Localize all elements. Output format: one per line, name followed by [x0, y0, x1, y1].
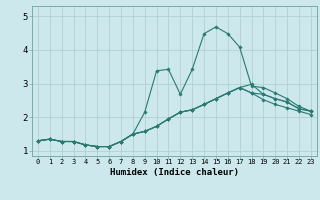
X-axis label: Humidex (Indice chaleur): Humidex (Indice chaleur)	[110, 168, 239, 177]
